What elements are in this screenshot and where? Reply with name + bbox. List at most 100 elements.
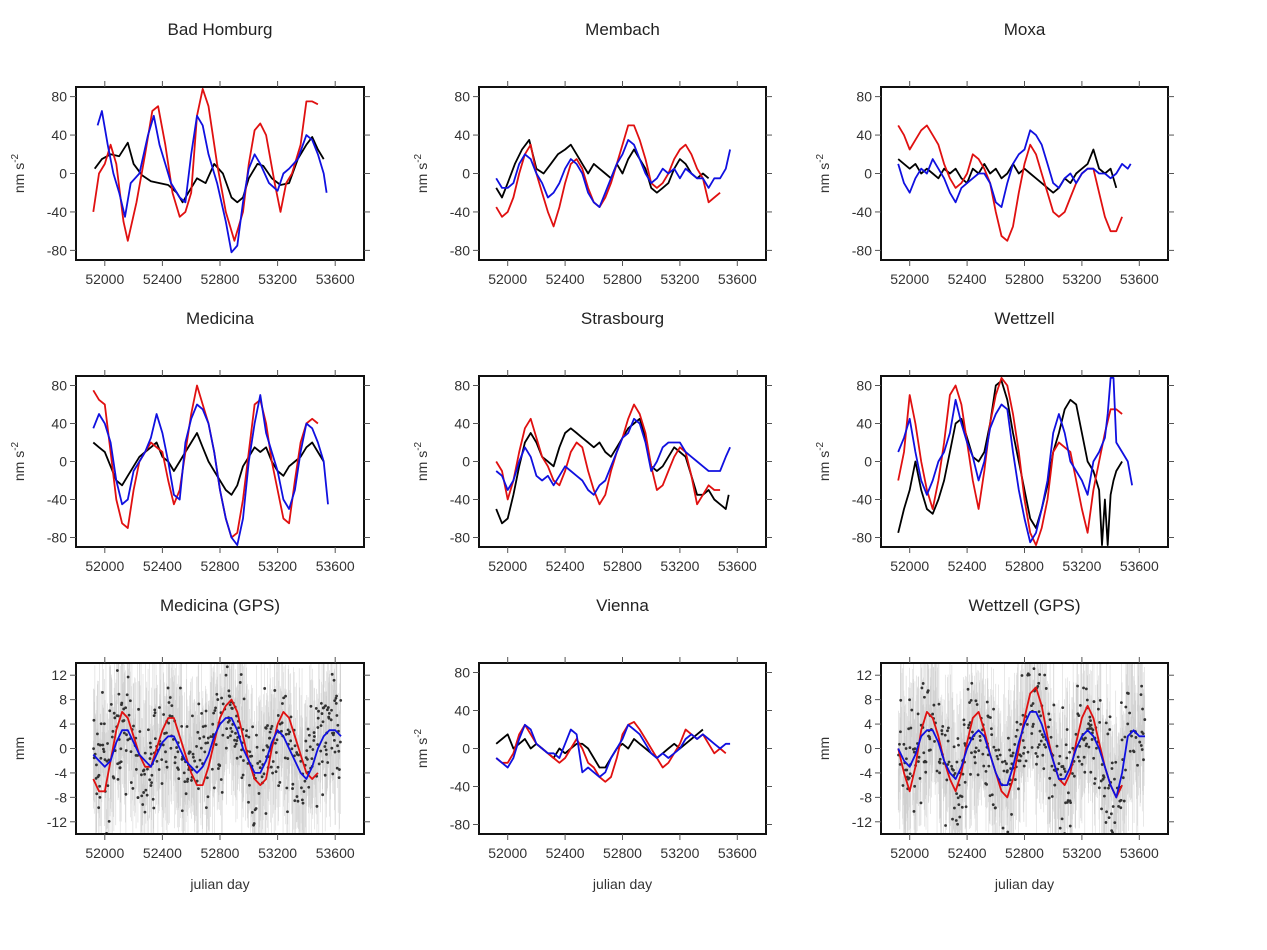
gps-point <box>98 795 102 799</box>
x-axis-label: julian day <box>994 876 1054 892</box>
gps-point <box>1001 760 1004 764</box>
gps-point <box>97 773 101 777</box>
gps-point <box>1082 686 1085 690</box>
gps-point <box>1107 786 1110 790</box>
gps-point <box>179 686 182 690</box>
gps-point <box>95 732 99 736</box>
gps-point <box>1008 748 1012 752</box>
x-tick-label: 53200 <box>258 271 297 287</box>
gps-point <box>1071 772 1074 775</box>
gps-point <box>240 776 244 780</box>
plot-area <box>92 384 329 546</box>
y-tick-label: -40 <box>450 204 470 220</box>
gps-point <box>916 712 920 716</box>
gps-point <box>995 754 999 758</box>
y-axis-label: nm s-2 <box>413 728 430 768</box>
x-tick-label: 52000 <box>488 845 527 861</box>
gps-point <box>239 755 242 759</box>
gps-point <box>284 732 288 736</box>
gps-point <box>953 772 957 775</box>
plot-frame <box>478 662 767 835</box>
gps-point <box>195 779 199 783</box>
gps-point <box>335 694 338 698</box>
gps-point <box>297 753 300 757</box>
gps-point <box>177 777 181 781</box>
gps-point <box>1124 705 1128 709</box>
gps-point <box>1061 765 1065 768</box>
series-line-red <box>897 377 1123 546</box>
gps-point <box>1005 762 1008 766</box>
gps-point <box>998 753 1002 757</box>
gps-point <box>1097 786 1101 790</box>
gps-point <box>317 709 320 713</box>
gps-point <box>316 743 319 746</box>
gps-point <box>969 698 973 702</box>
x-tick-label: 52000 <box>488 271 527 287</box>
gps-point <box>975 703 979 706</box>
plot-area <box>897 124 1132 242</box>
gps-point <box>1114 760 1118 764</box>
gps-point <box>918 777 922 780</box>
gps-point <box>202 735 206 739</box>
gps-point <box>898 762 902 766</box>
gps-point <box>960 795 964 799</box>
gps-point <box>247 800 250 804</box>
gps-point <box>1027 673 1031 677</box>
gps-point <box>134 768 138 771</box>
gps-point <box>954 819 958 822</box>
gps-point <box>1071 746 1075 750</box>
gps-point <box>108 709 112 713</box>
gps-point <box>206 736 210 740</box>
gps-point <box>319 724 323 728</box>
gps-point <box>1069 801 1072 804</box>
gps-point <box>908 772 912 776</box>
y-axis-label: nm s-2 <box>413 441 430 481</box>
gps-point <box>143 751 147 755</box>
gps-point <box>1036 684 1040 688</box>
panel-medicina-gps: Medicina (GPS) 52000 52400 52800 53200 53600… <box>11 596 370 892</box>
gps-point <box>220 696 223 700</box>
gps-point <box>152 714 156 718</box>
gps-point <box>977 749 981 753</box>
gps-point <box>266 745 270 749</box>
gps-point <box>1019 754 1023 758</box>
x-tick-label: 53600 <box>316 845 355 861</box>
gps-point <box>1021 713 1025 717</box>
gps-point <box>190 779 193 782</box>
gps-point <box>1098 720 1102 724</box>
gps-point <box>1019 722 1023 726</box>
gps-point <box>1089 719 1092 723</box>
gps-point <box>1078 703 1082 707</box>
gps-point <box>1084 687 1088 691</box>
gps-point <box>329 718 333 722</box>
gps-point <box>947 726 950 730</box>
gps-point <box>953 806 956 810</box>
gps-point <box>199 746 203 750</box>
gps-point <box>145 793 149 797</box>
y-tick-label: 80 <box>454 665 470 681</box>
gps-point <box>218 764 222 768</box>
gps-point <box>106 742 109 745</box>
gps-point <box>275 738 279 742</box>
gps-point <box>224 673 228 677</box>
gps-point <box>128 737 132 741</box>
gps-point <box>97 806 101 810</box>
x-tick-label: 52400 <box>546 845 585 861</box>
gps-point <box>99 722 103 726</box>
gps-point <box>902 742 906 746</box>
gps-point <box>1037 743 1041 747</box>
gps-point <box>1107 816 1111 820</box>
gps-point <box>1080 762 1084 766</box>
gps-point <box>180 724 184 728</box>
gps-point <box>923 695 926 699</box>
gps-point <box>281 702 284 705</box>
gps-point <box>109 702 113 706</box>
gps-point <box>233 745 237 748</box>
gps-point <box>149 784 153 787</box>
gps-point <box>119 760 123 764</box>
gps-point <box>1003 759 1007 763</box>
gps-point <box>264 812 268 815</box>
gps-point <box>1015 728 1019 732</box>
gps-point <box>1095 746 1098 750</box>
gps-point <box>1089 723 1093 727</box>
